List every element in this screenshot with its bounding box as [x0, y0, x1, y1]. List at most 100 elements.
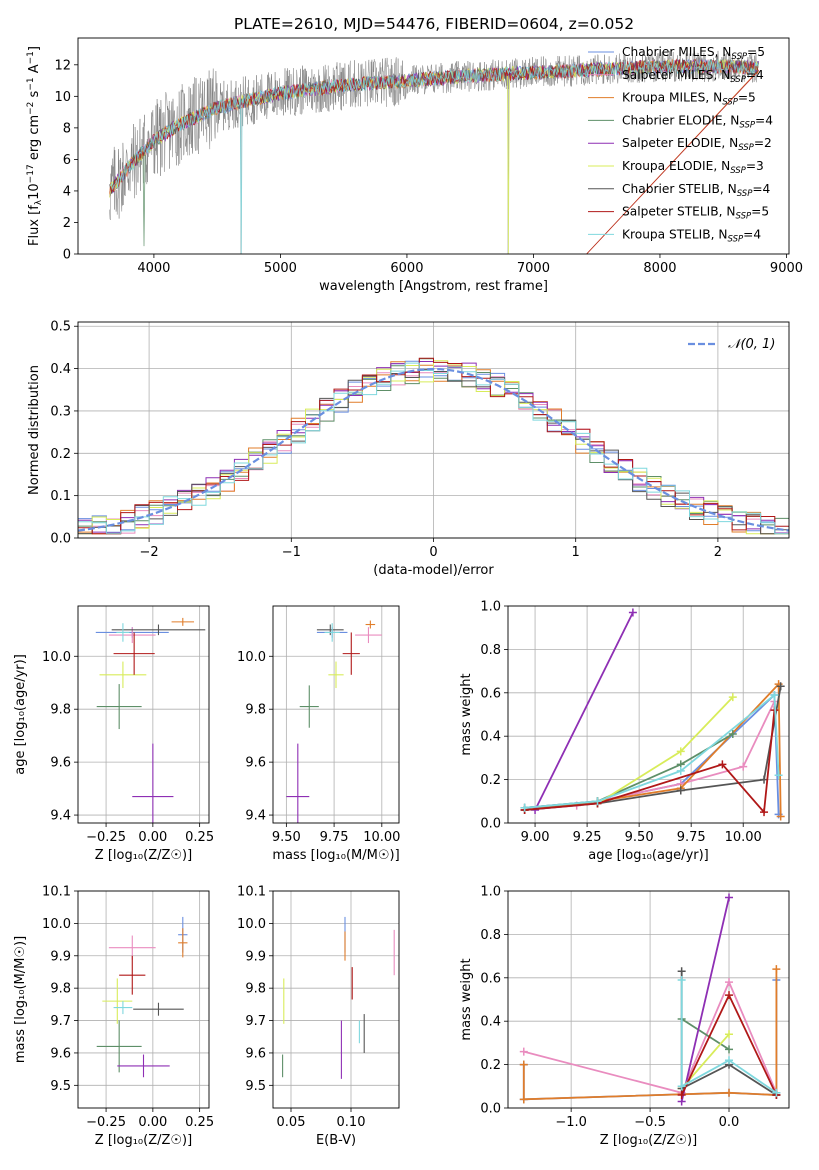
spectrum-model-line-kroupa-stelib [109, 59, 759, 254]
x-tick-label: 1 [572, 545, 580, 560]
x-axis-label: E(B-V) [316, 1133, 356, 1148]
weight-marker-kroupa-stelib [725, 1056, 734, 1065]
y-tick-label: 9.4 [245, 809, 266, 824]
x-tick-label: 9000 [770, 261, 803, 276]
axes-frame [77, 37, 790, 255]
weight-marker-chabrier-elodie [728, 730, 737, 739]
legend-label-normal: 𝒩(0, 1) [728, 337, 775, 352]
x-tick-label: 9.50 [272, 830, 301, 845]
legend-sub: SSP [739, 120, 755, 130]
weight-marker-kroupa-miles [519, 1095, 528, 1104]
x-tick-label: 8000 [643, 261, 676, 276]
y-tick-label: 0.2 [50, 447, 71, 462]
legend-sub: SSP [737, 189, 753, 199]
y-tick-label: 0.0 [50, 532, 71, 547]
y-tick-label: 10.0 [42, 650, 71, 665]
legend-name: Chabrier MILES, N [622, 45, 731, 59]
axes-frame [272, 605, 400, 824]
x-tick-label: 9.25 [573, 830, 602, 845]
legend-name: Salpeter ELODIE, N [622, 136, 738, 150]
y-tick-label: 9.9 [50, 949, 71, 964]
x-tick-label: 7000 [517, 261, 550, 276]
weight-marker-kroupa-miles [772, 965, 781, 974]
y-tick-label: 8 [63, 121, 71, 136]
x-tick-label: −0.5 [634, 1115, 666, 1130]
y-tick-label: 9.4 [50, 809, 71, 824]
legend-sub: SSP [731, 52, 747, 62]
x-tick-label: 10.00 [363, 830, 400, 845]
axes-frame [77, 605, 210, 824]
error-bars [286, 620, 382, 823]
legend-sub: SSP [735, 212, 751, 222]
weight-marker-kroupa-elodie [725, 1030, 734, 1039]
y-tick-label: 0.2 [480, 773, 501, 788]
legend-value: =4 [743, 227, 761, 241]
x-axis-label: Z [log₁₀(Z/Z☉)] [600, 1133, 697, 1148]
x-tick-label: 9.75 [677, 830, 706, 845]
weight-marker-kroupa-stelib [677, 975, 686, 984]
y-tick-label: 0.8 [480, 928, 501, 943]
weight-marker-salpeter-elodie [628, 608, 637, 617]
y-tick-label: 0.0 [480, 817, 501, 832]
x-tick-label: −0.25 [86, 830, 126, 845]
y-tick-label: 9.6 [245, 756, 266, 771]
y-axis-label-part: −17 [26, 164, 36, 183]
weight-marker-salpeter-stelib [760, 808, 769, 817]
weight-line-chabrier-stelib [524, 686, 782, 811]
weight-line-salpeter-elodie [680, 897, 730, 1102]
weight-lines [519, 893, 781, 1106]
y-axis-label: mass weight [459, 958, 474, 1040]
legend-value: =2 [754, 136, 772, 150]
legend-label-salpeter-miles: Salpeter MILES, NSSP=4 [622, 68, 764, 85]
axes-frame [507, 605, 790, 824]
figure-title: PLATE=2610, MJD=54476, FIBERID=0604, z=0… [234, 15, 634, 33]
x-axis-label: age [log₁₀(age/yr)] [588, 848, 709, 863]
x-tick-label: −0.25 [86, 1115, 126, 1130]
y-tick-label: 12 [54, 58, 71, 73]
y-axis-label-part: −1 [26, 77, 36, 90]
legend-sub: SSP [738, 143, 754, 153]
legend-value: =4 [746, 68, 764, 82]
weight-marker-kroupa-elodie [676, 747, 685, 756]
spectrum-lines [109, 50, 759, 254]
y-axis-label: Flux [fλ10−17 erg cm−2 s−1 A−1] [26, 46, 44, 246]
histogram-salpeter-stelib [78, 357, 789, 535]
legend-name: Kroupa MILES, N [622, 91, 722, 105]
histogram-kroupa-stelib [78, 362, 789, 535]
y-tick-label: 10.0 [237, 650, 266, 665]
x-tick-label: 9.75 [320, 830, 349, 845]
y-tick-label: 0.3 [50, 404, 71, 419]
y-axis-label: age [log₁₀(age/yr)] [13, 654, 28, 775]
legend-name: Chabrier STELIB, N [622, 182, 737, 196]
x-tick-label: 9.50 [625, 830, 654, 845]
weight-line-kroupa-miles [524, 681, 782, 817]
weight-marker-chabrier-stelib [776, 682, 785, 691]
y-tick-label: 10.1 [237, 885, 266, 900]
histograms [78, 357, 789, 535]
legend-label-chabrier-miles: Chabrier MILES, NSSP=5 [622, 45, 765, 62]
y-tick-label: 9.8 [245, 982, 266, 997]
y-tick-label: 9.8 [50, 703, 71, 718]
y-tick-label: 0.6 [480, 686, 501, 701]
y-tick-label: 6 [63, 153, 71, 168]
weight-line-kroupa-stelib [680, 980, 777, 1094]
y-tick-label: 0.5 [50, 320, 71, 335]
legend-sub: SSP [730, 75, 746, 85]
y-tick-label: 9.6 [245, 1046, 266, 1061]
x-tick-label: 0.00 [138, 1115, 167, 1130]
y-axis-label-part: λ [34, 199, 44, 205]
y-tick-label: 0.2 [480, 1058, 501, 1073]
y-tick-label: 0.1 [50, 489, 71, 504]
y-tick-label: 1.0 [480, 885, 501, 900]
x-tick-label: −2 [140, 545, 159, 560]
age-vs-mass-panel: 9.50 9.75 10.00 9.4 9.6 9.8 10.0 mass [log₁₀(M/… [237, 605, 400, 863]
weight-marker-kroupa-stelib [520, 803, 529, 812]
weight-line-salpeter-elodie [534, 612, 634, 811]
weight-marker-salpeter-elodie [725, 893, 734, 902]
mass-vs-ebv-panel: 0.05 0.10 9.5 9.6 9.7 9.8 9.9 10.0 10.1 E(B-V) [237, 885, 400, 1148]
y-tick-label: 10.1 [42, 885, 71, 900]
y-tick-label: 10 [54, 90, 71, 105]
weight-lines [520, 608, 785, 821]
x-tick-label: 0.05 [277, 1115, 306, 1130]
